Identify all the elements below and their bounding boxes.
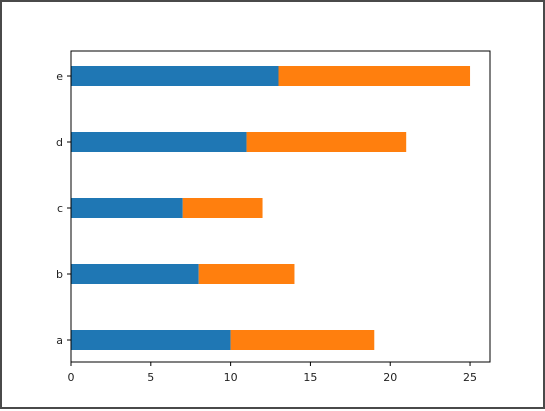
x-axis: 0 5 10 15 20 25 (68, 362, 477, 384)
x-tick-label: 10 (224, 371, 238, 384)
x-tick-label: 20 (383, 371, 397, 384)
bar-c-series-1 (71, 198, 183, 218)
y-tick-label: e (56, 70, 63, 83)
bar-e-series-2 (278, 66, 471, 86)
y-tick-label: b (56, 268, 63, 281)
bars-layer (71, 66, 471, 350)
bar-c-series-2 (182, 198, 263, 218)
bar-b-series-2 (198, 264, 295, 284)
bar-a-series-1 (71, 330, 231, 350)
y-tick-label: d (56, 136, 63, 149)
bar-b-series-1 (71, 264, 199, 284)
bar-d-series-2 (246, 132, 407, 152)
x-tick-label: 0 (68, 371, 75, 384)
y-tick-label: c (57, 202, 63, 215)
bar-e-series-1 (71, 66, 279, 86)
y-axis: a b c d e (56, 70, 71, 347)
bar-d-series-1 (71, 132, 247, 152)
bar-a-series-2 (230, 330, 375, 350)
x-tick-label: 5 (147, 371, 154, 384)
x-tick-label: 25 (463, 371, 477, 384)
plot-area-frame (70, 50, 491, 363)
y-tick-label: a (56, 334, 63, 347)
x-tick-label: 15 (303, 371, 317, 384)
